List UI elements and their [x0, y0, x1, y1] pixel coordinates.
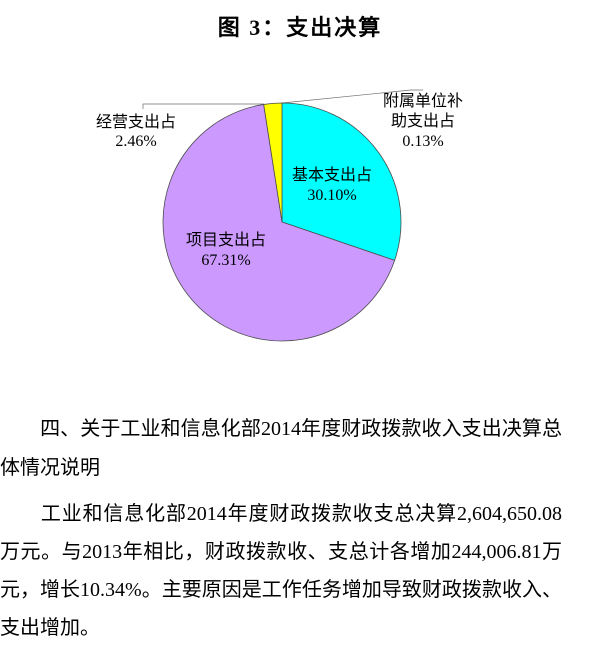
svg-text:0.13%: 0.13% — [402, 133, 443, 150]
svg-text:经营支出占: 经营支出占 — [96, 113, 176, 131]
svg-text:2.46%: 2.46% — [115, 133, 156, 150]
svg-text:项目支出占: 项目支出占 — [186, 231, 266, 249]
svg-text:附属单位补: 附属单位补 — [383, 92, 463, 110]
svg-text:30.10%: 30.10% — [307, 187, 356, 204]
svg-text:67.31%: 67.31% — [201, 252, 250, 269]
svg-text:助支出占: 助支出占 — [391, 112, 455, 130]
svg-text:基本支出占: 基本支出占 — [292, 166, 372, 184]
